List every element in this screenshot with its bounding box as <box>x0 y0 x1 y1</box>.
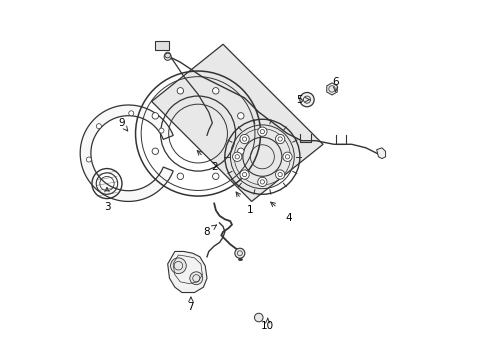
Polygon shape <box>167 251 206 293</box>
Circle shape <box>212 87 219 94</box>
Circle shape <box>152 148 158 154</box>
Polygon shape <box>80 105 173 202</box>
Text: 10: 10 <box>261 321 274 332</box>
Text: 5: 5 <box>296 95 303 105</box>
Circle shape <box>128 111 133 116</box>
Text: 4: 4 <box>285 212 292 222</box>
Circle shape <box>232 152 242 161</box>
Circle shape <box>299 93 313 107</box>
Text: 8: 8 <box>203 227 210 237</box>
Circle shape <box>177 87 183 94</box>
Circle shape <box>86 157 91 162</box>
Circle shape <box>237 148 244 154</box>
Text: 1: 1 <box>246 205 253 215</box>
Circle shape <box>96 124 101 129</box>
Text: 6: 6 <box>332 77 338 87</box>
Polygon shape <box>376 148 385 158</box>
Text: 2: 2 <box>210 162 217 172</box>
Bar <box>155 41 169 50</box>
Polygon shape <box>151 44 323 202</box>
Circle shape <box>234 248 244 258</box>
Circle shape <box>170 258 186 274</box>
Circle shape <box>282 152 291 161</box>
Circle shape <box>254 313 263 322</box>
Circle shape <box>240 134 249 144</box>
Circle shape <box>164 53 171 60</box>
Text: 3: 3 <box>103 202 110 212</box>
Polygon shape <box>326 83 337 95</box>
Circle shape <box>152 113 158 119</box>
Circle shape <box>257 127 266 136</box>
Circle shape <box>275 170 284 179</box>
Circle shape <box>240 170 249 179</box>
Circle shape <box>159 128 163 133</box>
Text: 7: 7 <box>187 302 194 312</box>
Circle shape <box>189 272 203 285</box>
Circle shape <box>237 113 244 119</box>
Text: 9: 9 <box>118 118 124 128</box>
Circle shape <box>257 177 266 186</box>
Circle shape <box>275 134 284 144</box>
Circle shape <box>177 173 183 180</box>
Circle shape <box>212 173 219 180</box>
